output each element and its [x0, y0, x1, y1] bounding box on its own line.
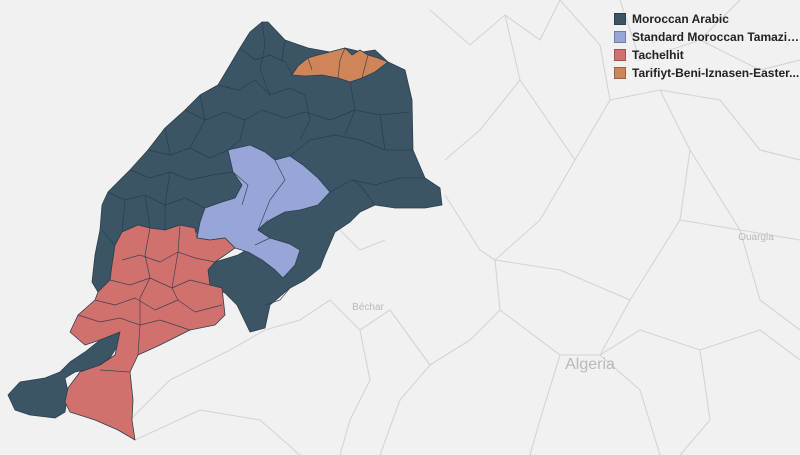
place-label-ouargla: Ouargla [738, 232, 774, 243]
legend-item-tachelhit[interactable]: Tachelhit [614, 46, 800, 63]
legend-swatch [614, 12, 626, 25]
legend-label: Tachelhit [632, 47, 684, 62]
legend-label: Standard Moroccan Tamazig... [632, 29, 800, 44]
province-borders [77, 21, 425, 373]
place-label-algeria: Algeria [565, 356, 615, 373]
legend-label: Tarifiyt-Beni-Iznasen-Easter... [632, 65, 800, 80]
place-labels: Algeria Béchar Ouargla [352, 232, 774, 373]
region-tarifiyt-beni-iznasen-eastern[interactable] [291, 47, 389, 83]
legend-swatch [614, 48, 626, 61]
legend-item-moroccan-arabic[interactable]: Moroccan Arabic [614, 10, 800, 27]
place-label-bechar: Béchar [352, 302, 384, 313]
legend-item-tarifiyt-beni-iznasen-eastern[interactable]: Tarifiyt-Beni-Iznasen-Easter... [614, 64, 800, 81]
legend-swatch [614, 66, 626, 79]
region-tachelhit[interactable] [64, 224, 236, 441]
legend-swatch [614, 30, 626, 43]
legend: Moroccan Arabic Standard Moroccan Tamazi… [614, 10, 800, 82]
region-standard-moroccan-tamazight[interactable] [196, 144, 331, 279]
legend-item-standard-moroccan-tamazight[interactable]: Standard Moroccan Tamazig... [614, 28, 800, 45]
legend-label: Moroccan Arabic [632, 11, 729, 26]
morocco-language-regions [7, 21, 443, 441]
neighbor-region-borders [129, 0, 800, 455]
